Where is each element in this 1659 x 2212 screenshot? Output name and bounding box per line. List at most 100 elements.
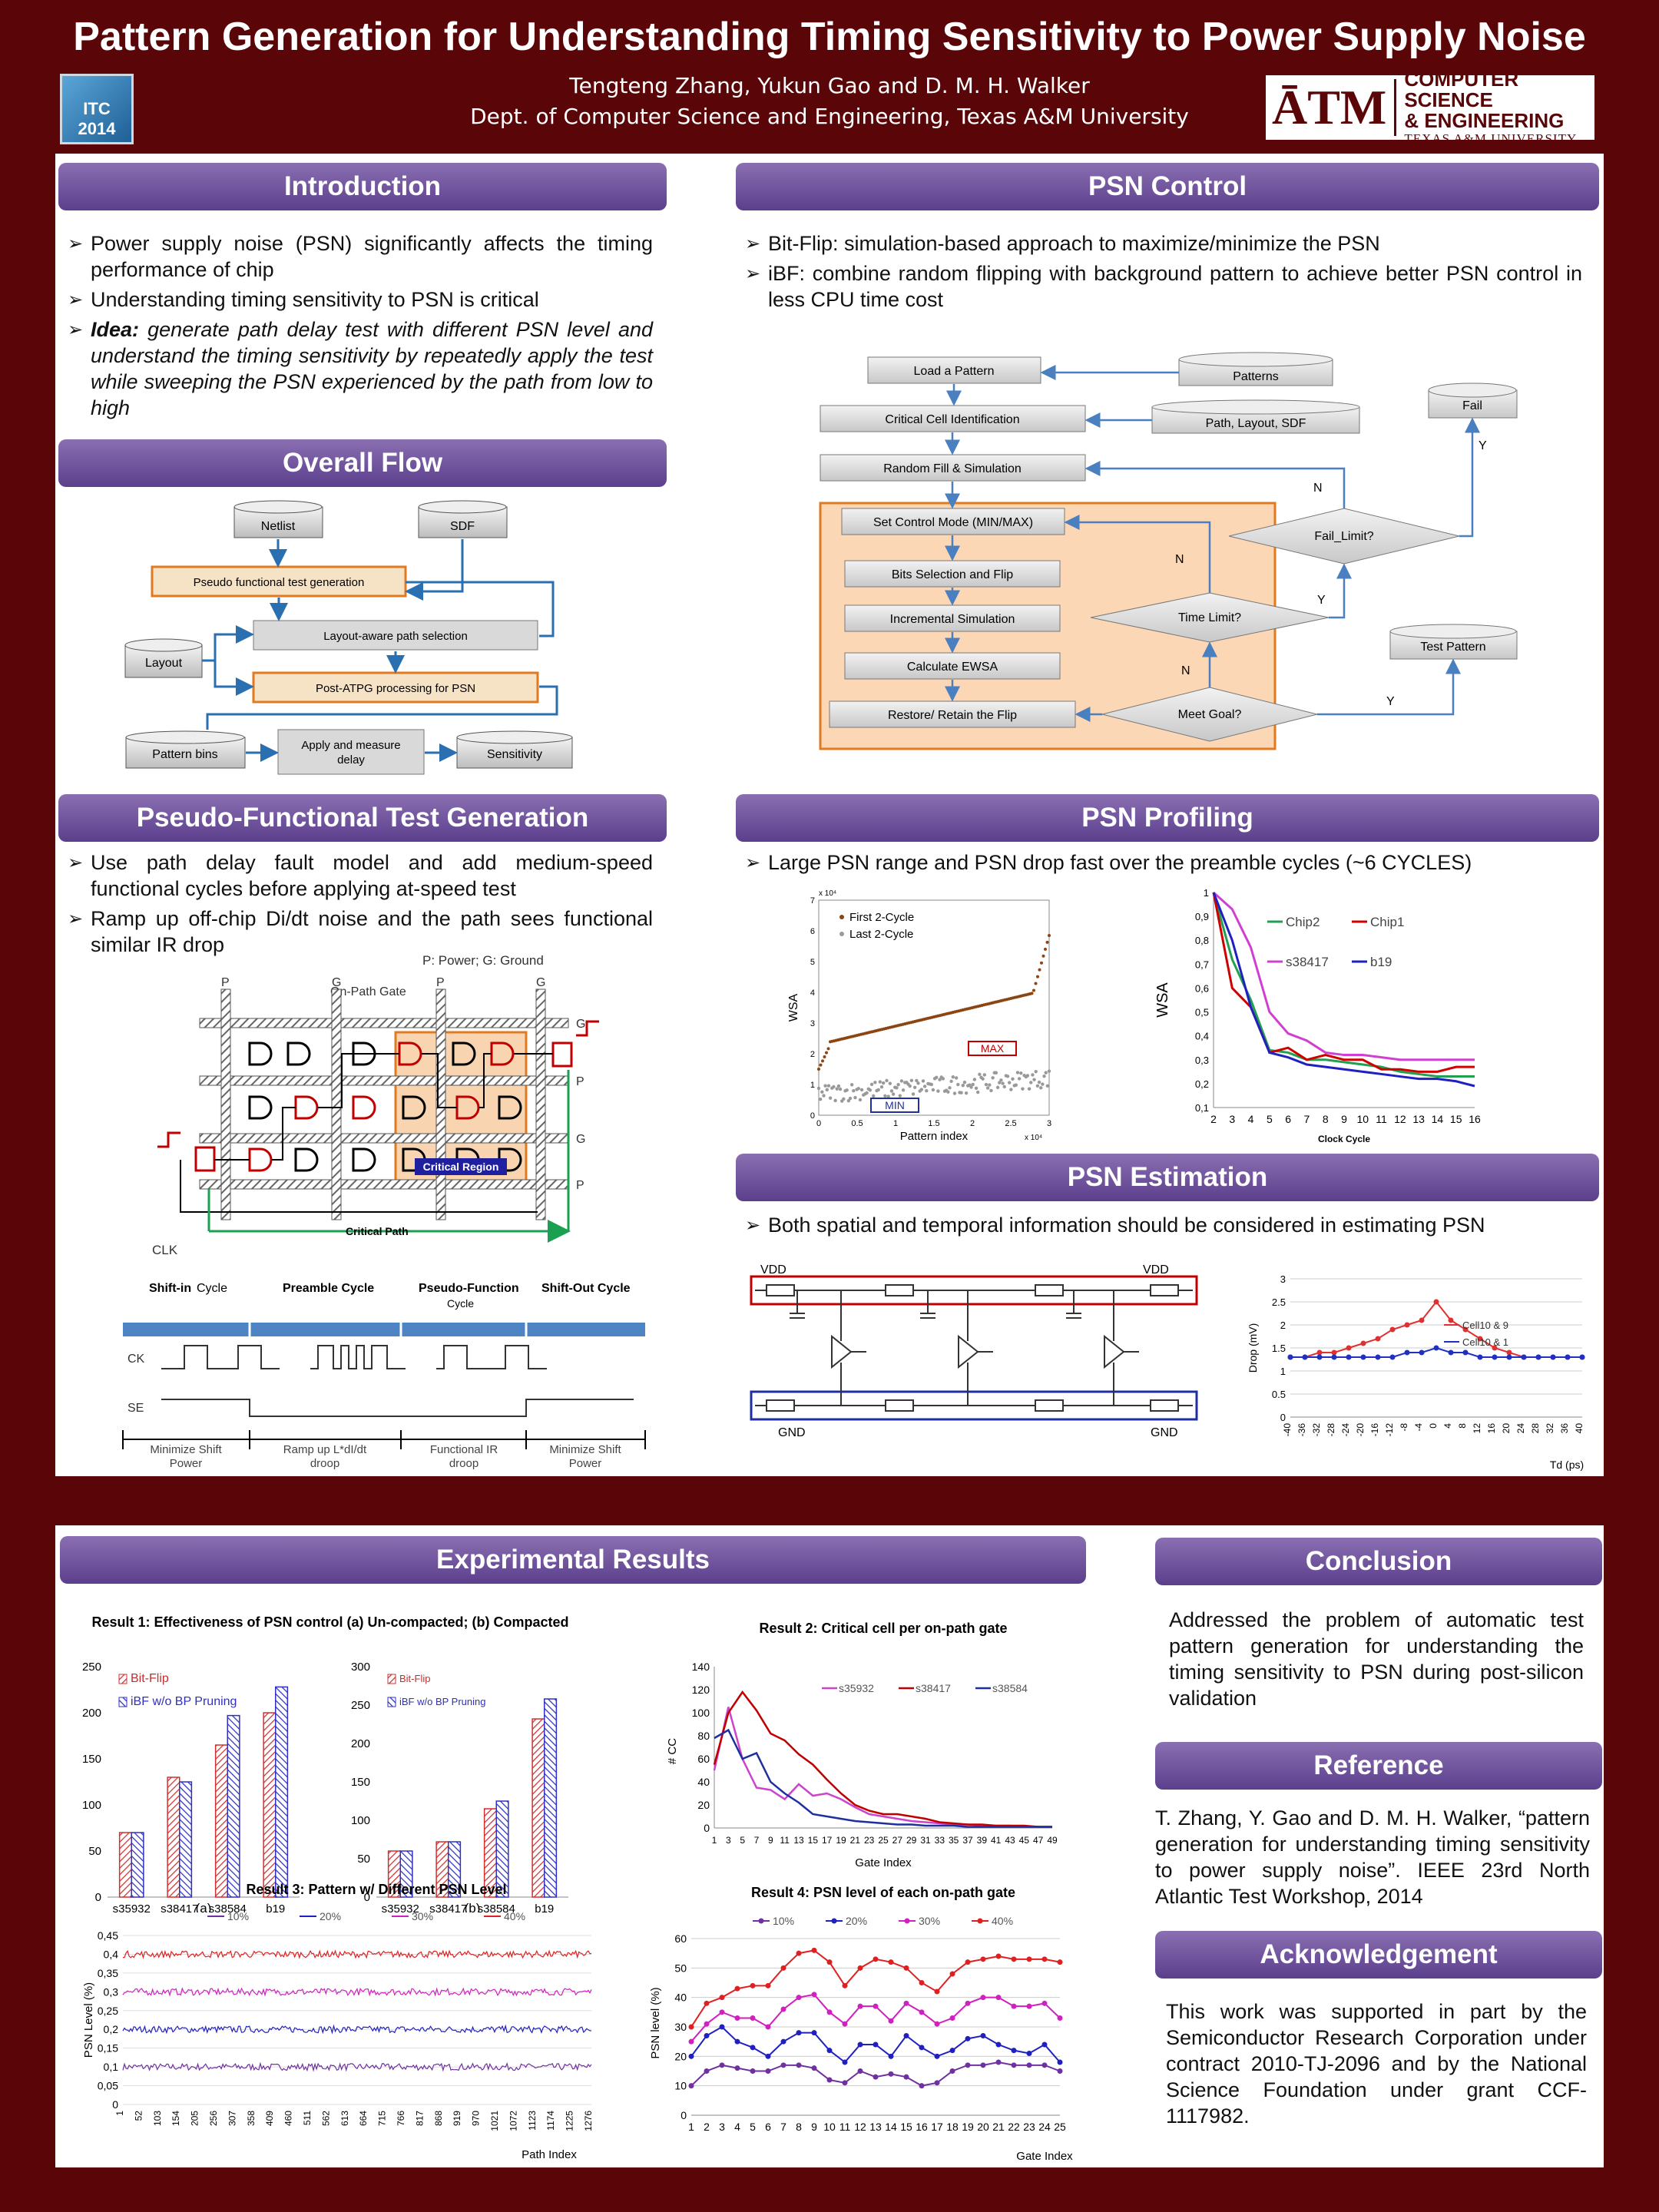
x-tick: 41 [991,1835,1002,1846]
apply-label-2: delay [337,753,365,767]
x-tick: 5 [1267,1113,1273,1125]
scatter-point-first [1036,975,1039,979]
svg-text:Restore/ Retain the Flip: Restore/ Retain the Flip [888,709,1017,722]
y-tick: 0,05 [98,2080,118,2092]
x-tick: b19 [266,1902,285,1912]
svg-text:Load a Pattern: Load a Pattern [914,365,995,378]
x-tick: 43 [1005,1835,1015,1846]
svg-text:Layout: Layout [145,657,183,670]
bar-ibfwobppruning-s38584 [227,1714,240,1898]
drop-xlabel: Td (ps) [1550,1459,1584,1471]
bar-ibfwobppruning-s38417 [179,1781,193,1898]
legend-label: 40% [992,1915,1013,1927]
reference-header: Reference [1155,1742,1602,1790]
x-tick: 11 [839,2121,851,2133]
point-30% [826,2009,833,2015]
svg-text:Pattern bins: Pattern bins [152,748,217,761]
y-tick: 0,8 [1195,935,1209,946]
point-20% [934,2053,940,2059]
scatter-point-last [838,1087,843,1091]
y-tick: 40 [674,1992,687,2004]
x-tick: -20 [1355,1423,1366,1437]
x-tick: 40 [1574,1423,1584,1434]
x-tick: 11 [780,1835,790,1846]
scatter-point-last [988,1083,992,1087]
scatter-point-last [936,1089,940,1093]
point-40% [934,1988,940,1995]
scatter-point-first [1044,947,1047,951]
x-tick: 19 [962,2121,974,2133]
gnd-right: GND [1151,1426,1178,1439]
y-tick: 20 [674,2050,687,2062]
ack-header: Acknowledgement [1155,1931,1602,1979]
psn-estimation-header: PSN Estimation [736,1154,1599,1201]
svg-text:Preamble Cycle: Preamble Cycle [283,1282,374,1295]
y-tick: 60 [697,1753,710,1765]
point-10% [888,2071,894,2077]
university-logo: ĀTM COMPUTER SCIENCE & ENGINEERING TEXAS… [1266,68,1594,146]
se-waveform [161,1399,634,1417]
apply-box [277,729,425,775]
x-tick: 35 [949,1835,959,1846]
x-tick: 1 [893,1119,898,1128]
point-40% [1026,1956,1032,1962]
r2-ylabel: # CC [666,1738,679,1764]
point-20% [1026,2051,1032,2056]
y-tick: 3 [810,1019,815,1028]
intro-bullet-1: Power supply noise (PSN) significantly a… [68,230,653,283]
scatter-point-last [883,1094,887,1098]
scatter-point-first [821,1059,824,1063]
y-tick: 0,45 [98,1929,118,1942]
point-40% [688,2024,694,2030]
r1-title: Result 1: Effectiveness of PSN control (… [91,1614,568,1630]
scatter-point-last [978,1072,982,1077]
point-10% [1026,2062,1032,2068]
netlist-cylinder: Netlist [233,500,323,538]
x-tick: 14 [885,2121,897,2133]
x-tick: 20 [977,2121,989,2133]
svg-text:Time Limit?: Time Limit? [1178,611,1241,624]
point-10% [1011,2062,1017,2068]
x-tick: 18 [946,2121,959,2133]
scatter-point-last [1015,1071,1020,1075]
bar-ibfwobppruning-s38584 [495,1800,509,1898]
legend-label: 10% [773,1915,794,1927]
scatter-point-last [984,1082,988,1087]
x-tick: 664 [358,2111,369,2126]
x-tick: 21 [992,2121,1005,2133]
path-wires [180,1053,553,1213]
x-tick: s35932 [382,1902,419,1912]
svg-text:Bits Selection and Flip: Bits Selection and Flip [892,568,1013,581]
grid-rails [199,988,569,1220]
y-tick: 50 [88,1845,101,1858]
critical-region-tag [415,1158,507,1175]
point-10% [688,2083,694,2089]
r4-xlabel: Gate Index [1016,2150,1073,2163]
x-tick: 36 [1559,1423,1570,1434]
point-Cell10 & 9 [1419,1317,1425,1323]
x-tick: 23 [864,1835,875,1846]
y-tick: 20 [697,1799,710,1811]
scatter-point-last [899,1079,904,1083]
scatter-point-first [1048,934,1051,937]
svg-text:Calculate EWSA: Calculate EWSA [907,661,998,674]
x-tick: 1123 [527,2111,538,2131]
x-tick: 0 [1428,1423,1439,1429]
point-10% [873,2074,879,2080]
legend-label: Bit-Flip [131,1672,169,1685]
pftg-header: Pseudo-Functional Test Generation [58,794,667,842]
legend-label: s35932 [839,1682,874,1694]
point-20% [1057,2059,1063,2065]
x-tick: 16 [916,2121,928,2133]
logo-line1: COMPUTER SCIENCE [1404,67,1519,111]
point-Cell10 & 1 [1389,1354,1396,1360]
flow-decisions: Fail_Limit? Time Limit? Meet Goal? [1090,508,1460,742]
x-tick: 17 [931,2121,943,2133]
point-Cell10 & 1 [1448,1349,1454,1356]
point-Cell10 & 9 [1462,1326,1469,1333]
scatter-point-last [1032,1078,1036,1081]
intro-bullet-3: Idea: generate path delay test with diff… [68,316,653,421]
scatter-point-last [889,1089,894,1093]
point-Cell10 & 1 [1462,1349,1469,1356]
